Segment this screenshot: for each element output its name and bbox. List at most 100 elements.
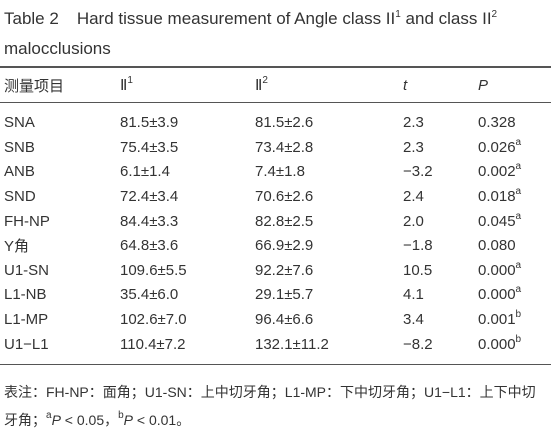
table-cell: 70.6±2.6 [251, 184, 399, 209]
table-cell: L1-NB [0, 283, 116, 308]
header-cell: 测量项目 [0, 67, 116, 103]
table-cell: 7.4±1.8 [251, 160, 399, 185]
cell-text: L1-NB [4, 286, 47, 304]
table-cell: 109.6±5.5 [116, 258, 251, 283]
table-cell: 0.045a [474, 209, 551, 234]
cell-text: 0.045 [478, 212, 516, 230]
table-cell: 2.3 [399, 103, 474, 136]
table-cell: 73.4±2.8 [251, 135, 399, 160]
cell-text: 29.1±5.7 [255, 286, 314, 304]
cell-text: 110.4±7.2 [120, 336, 186, 354]
table-cell: FH-NP [0, 209, 116, 234]
cell-text: 0.026 [478, 138, 516, 156]
table-row: SNA 81.5±3.9 81.5±2.6 2.3 0.328 [0, 103, 551, 136]
table-row: U1−L1 110.4±7.2 132.1±11.2 −8.2 0.000b [0, 332, 551, 365]
table-cell: 0.000b [474, 332, 551, 365]
cell-text: 4.1 [403, 286, 424, 304]
table-cell: 3.4 [399, 307, 474, 332]
table-cell: 64.8±3.6 [116, 233, 251, 258]
table-cell: 0.080 [474, 233, 551, 258]
table-cell: 0.000a [474, 258, 551, 283]
cell-text: 0.000 [478, 261, 516, 279]
header-text: Ⅱ [120, 77, 128, 94]
footnote: 表注：FH-NP：面角；U1-SN：上中切牙角；L1-MP：下中切牙角；U1−L… [4, 378, 549, 434]
table-cell: U1-SN [0, 258, 116, 283]
cell-text: FH-NP [4, 212, 50, 230]
table-row: ANB 6.1±1.4 7.4±1.8 −3.2 0.002a [0, 160, 551, 185]
significance-mark: b [515, 334, 522, 346]
cell-text: −8.2 [403, 336, 433, 354]
cell-text: 66.9±2.9 [255, 237, 314, 255]
header-cell: t [399, 67, 474, 103]
table-cell: 0.002a [474, 160, 551, 185]
table-body: SNA 81.5±3.9 81.5±2.6 2.3 0.328 SNB 75.4±3.5 73… [0, 103, 551, 365]
cell-text: 132.1±11.2 [255, 336, 329, 354]
footnote-text: 表注：FH-NP：面角；U1-SN：上中切牙角；L1-MP：下中切牙角；U1−L… [4, 384, 536, 428]
cell-text: 64.8±3.6 [120, 237, 179, 255]
cell-text: 7.4±1.8 [255, 163, 305, 181]
significance-mark: a [515, 161, 522, 173]
cell-text: U1−L1 [4, 336, 49, 354]
cell-text: 2.4 [403, 187, 424, 205]
table-cell: 2.3 [399, 135, 474, 160]
table-row: SND 72.4±3.4 70.6±2.6 2.4 0.018a [0, 184, 551, 209]
title-sup: 1 [395, 9, 401, 20]
significance-mark: a [515, 284, 522, 296]
table-cell: 81.5±2.6 [251, 103, 399, 136]
table-cell: −3.2 [399, 160, 474, 185]
footnote-text: < 0.01。 [133, 412, 191, 428]
header-sup: 2 [262, 75, 268, 86]
table-title: Table 2 Hard tissue measurement of Angle … [4, 4, 549, 64]
header-row: 测量项目 Ⅱ1 Ⅱ 2 t P [0, 67, 551, 103]
cell-text: 92.2±7.6 [255, 261, 314, 279]
table-cell: 2.4 [399, 184, 474, 209]
table-cell: 66.9±2.9 [251, 233, 399, 258]
table-cell: 84.4±3.3 [116, 209, 251, 234]
cell-text: SNB [4, 138, 35, 156]
cell-text: SNA [4, 113, 35, 131]
table-cell: SNA [0, 103, 116, 136]
header-text: 测量项目 [4, 77, 65, 95]
significance-mark: a [515, 136, 522, 148]
table-cell: −8.2 [399, 332, 474, 365]
title-text: and class II [400, 9, 492, 28]
header-sup: 1 [127, 75, 133, 86]
cell-text: ANB [4, 163, 35, 181]
footnote-symbol: P [123, 412, 134, 428]
table-cell: U1−L1 [0, 332, 116, 365]
table-row: L1-MP 102.6±7.0 96.4±6.6 3.4 0.001b [0, 307, 551, 332]
table-cell: 0.026a [474, 135, 551, 160]
cell-text: 6.1±1.4 [120, 163, 170, 181]
cell-text: 75.4±3.5 [120, 138, 179, 156]
cell-text: 72.4±3.4 [120, 187, 179, 205]
cell-text: 10.5 [403, 261, 433, 279]
table-cell: 82.8±2.5 [251, 209, 399, 234]
cell-text: 73.4±2.8 [255, 138, 314, 156]
cell-text: 0.018 [478, 187, 516, 205]
table-cell: Y角 [0, 233, 116, 258]
significance-mark: a [515, 210, 522, 222]
cell-text: 0.080 [478, 237, 516, 255]
significance-mark: b [515, 308, 522, 320]
table-row: FH-NP 84.4±3.3 82.8±2.5 2.0 0.045a [0, 209, 551, 234]
table-cell: 0.018a [474, 184, 551, 209]
footnote-text: < 0.05， [60, 412, 119, 428]
cell-text: 81.5±3.9 [120, 113, 179, 131]
title-sup: 2 [491, 9, 498, 20]
cell-text: 82.8±2.5 [255, 212, 314, 230]
cell-text: −1.8 [403, 237, 433, 255]
significance-mark: a [515, 259, 522, 271]
cell-text: L1-MP [4, 310, 49, 328]
table-cell: −1.8 [399, 233, 474, 258]
cell-text: 2.3 [403, 113, 424, 131]
table-row: SNB 75.4±3.5 73.4±2.8 2.3 0.026a [0, 135, 551, 160]
cell-text: U1-SN [4, 261, 50, 279]
cell-text: 102.6±7.0 [120, 310, 187, 328]
cell-text: 84.4±3.3 [120, 212, 179, 230]
header-text: P [478, 76, 489, 94]
footnote-symbol: P [51, 412, 61, 428]
header-cell: Ⅱ1 [116, 67, 251, 103]
footnote-sup: b [118, 410, 124, 421]
table-cell: 29.1±5.7 [251, 283, 399, 308]
